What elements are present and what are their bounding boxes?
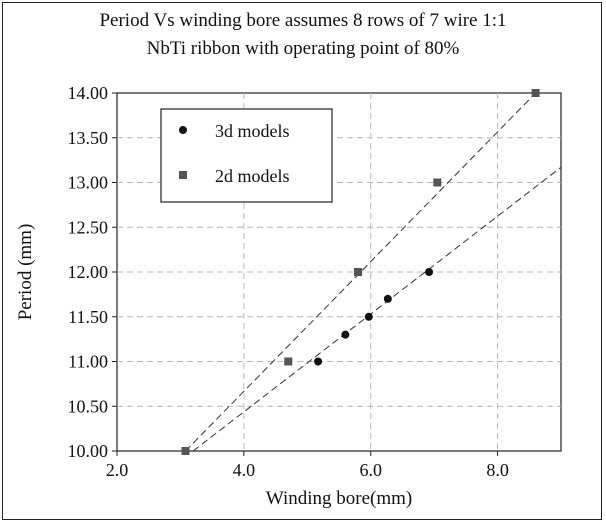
x-tick-label: 4.0 (233, 460, 256, 480)
trendline (185, 93, 536, 451)
x-tick-label: 6.0 (359, 460, 382, 480)
data-point-2d (433, 178, 442, 187)
data-point-2d (284, 357, 293, 366)
data-point-2d (181, 447, 190, 455)
legend-marker-2d (179, 171, 187, 179)
chart-title: Period Vs winding bore assumes 8 rows of… (99, 10, 507, 31)
data-point-3d (425, 268, 434, 276)
legend-marker-3d (179, 126, 187, 134)
x-tick-label: 2.0 (106, 460, 129, 480)
chart-subtitle: NbTi ribbon with operating point of 80% (146, 38, 460, 59)
data-point-2d (531, 89, 540, 97)
y-tick-label: 12.00 (68, 262, 109, 282)
data-point-2d (354, 268, 363, 276)
y-tick-label: 11.00 (68, 352, 108, 372)
y-tick-label: 14.00 (68, 83, 109, 103)
y-tick-label: 13.00 (68, 173, 109, 193)
data-point-3d (364, 312, 373, 321)
y-tick-label: 13.50 (68, 128, 109, 148)
legend-label: 2d models (215, 166, 290, 186)
y-tick-label: 11.50 (68, 307, 108, 327)
y-tick-label: 12.50 (68, 217, 109, 237)
trendline (192, 166, 561, 451)
x-tick-label: 8.0 (486, 460, 509, 480)
data-point-3d (314, 357, 323, 366)
chart-frame (2, 2, 602, 520)
legend-label: 3d models (215, 121, 290, 141)
x-axis-label: Winding bore(mm) (266, 488, 412, 509)
y-tick-label: 10.00 (68, 441, 109, 461)
data-point-3d (383, 294, 392, 303)
y-axis-label: Period (mm) (15, 224, 36, 321)
y-tick-label: 10.50 (68, 396, 109, 416)
data-point-3d (341, 330, 350, 339)
legend-box (160, 108, 333, 203)
